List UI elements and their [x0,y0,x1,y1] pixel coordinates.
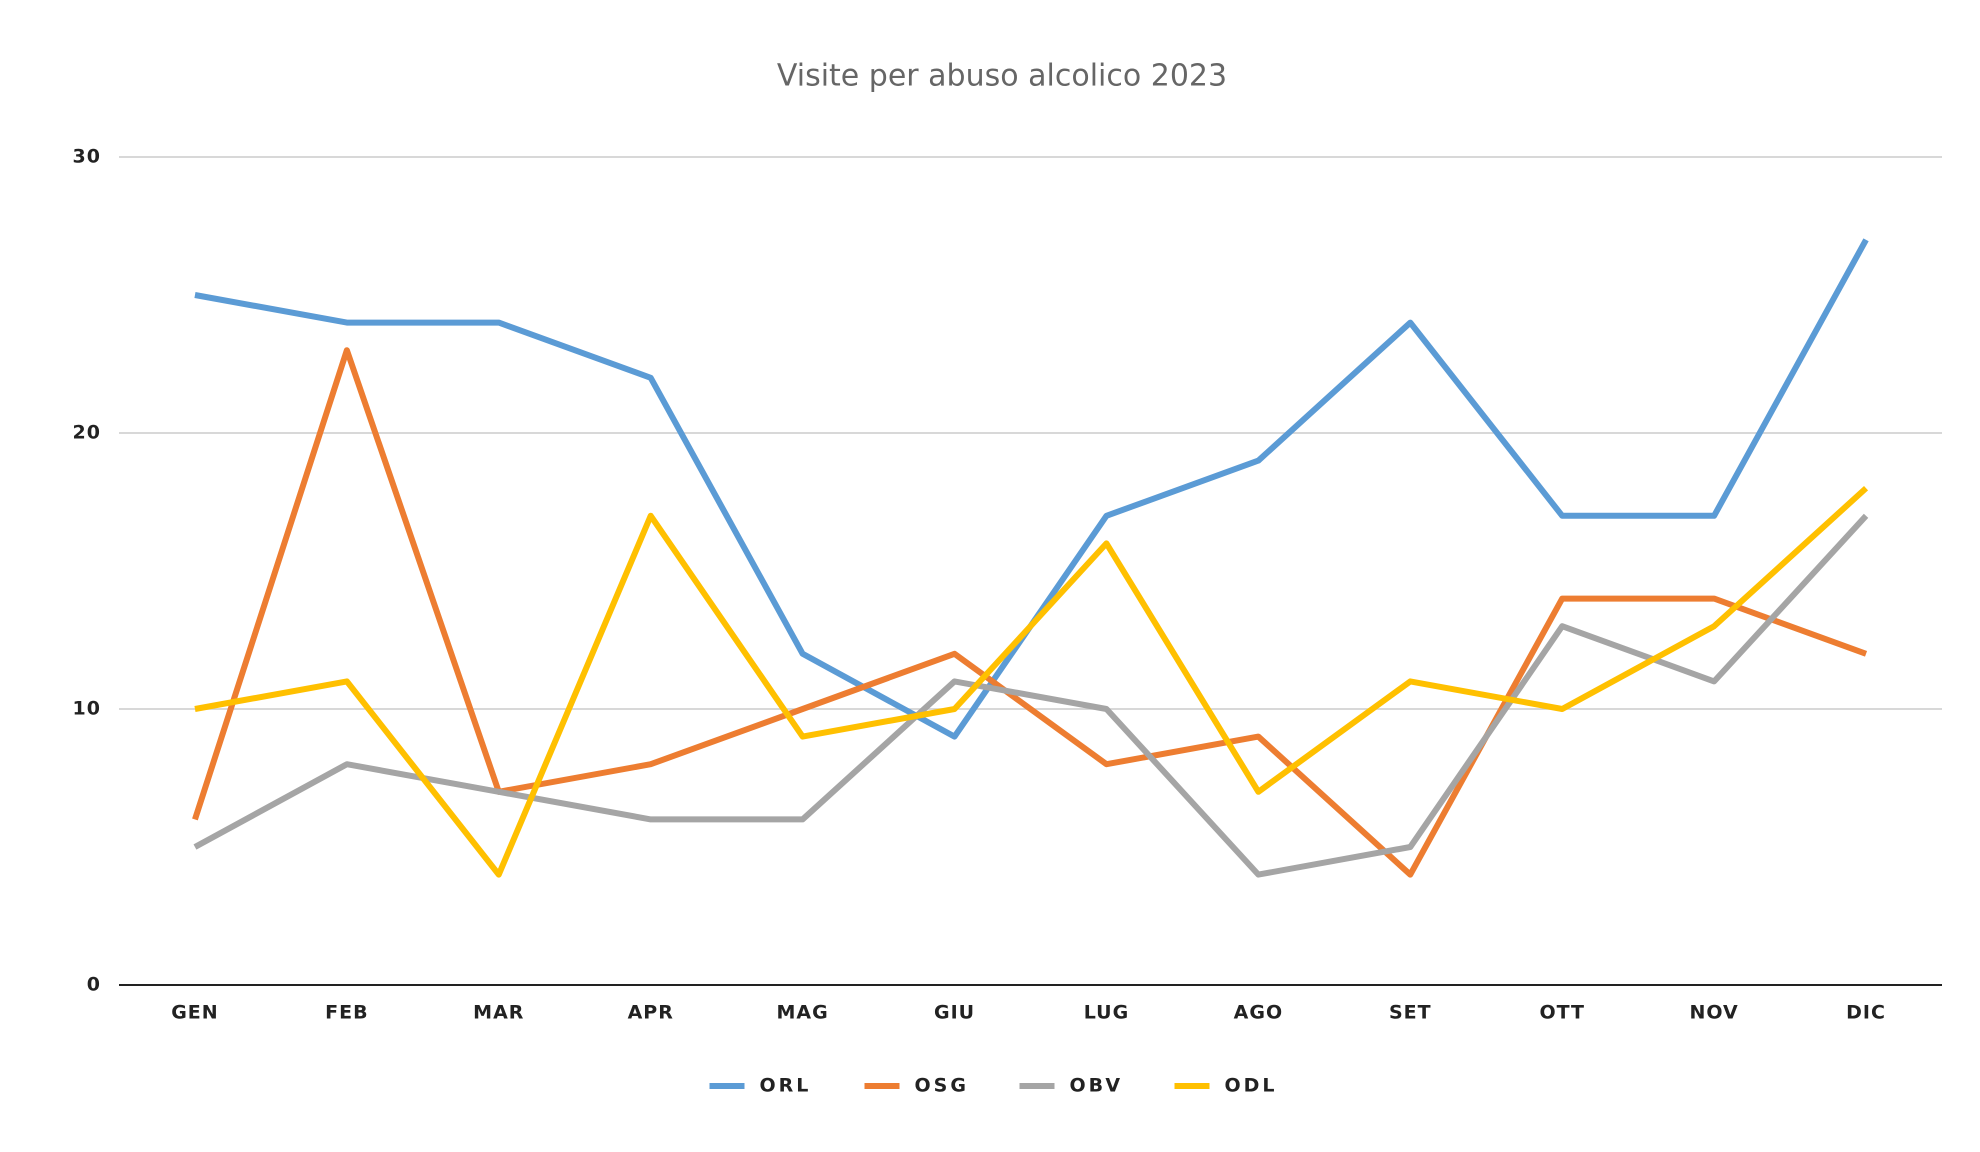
chart-title: Visite per abuso alcolico 2023 [777,59,1227,94]
y-tick-label: 0 [87,974,101,996]
series-line [194,485,1869,878]
x-tick-label: NOV [1690,1002,1739,1024]
series-line [192,347,1868,878]
x-tick-label: MAR [473,1002,524,1024]
x-tick-label: FEB [325,1002,368,1024]
x-tick-label: GIU [934,1002,975,1024]
series-line [193,513,1869,878]
y-tick-label: 10 [73,698,101,720]
legend-label: OSG [915,1075,969,1097]
x-tick-label: GEN [171,1002,218,1024]
x-tick-label: APR [628,1002,674,1024]
x-tick-label: OTT [1539,1002,1585,1024]
x-tick-label: LUG [1084,1002,1129,1024]
legend-label: OBV [1070,1075,1124,1097]
legend-label: ORL [760,1075,812,1097]
x-tick-label: AGO [1234,1002,1283,1024]
legend-label: ODL [1225,1075,1278,1097]
x-tick-label: SET [1389,1002,1432,1024]
y-tick-label: 30 [73,146,101,168]
x-tick-label: MAG [777,1002,829,1024]
series-line [194,238,1869,740]
y-tick-label: 20 [73,422,101,444]
x-tick-label: DIC [1846,1002,1886,1024]
